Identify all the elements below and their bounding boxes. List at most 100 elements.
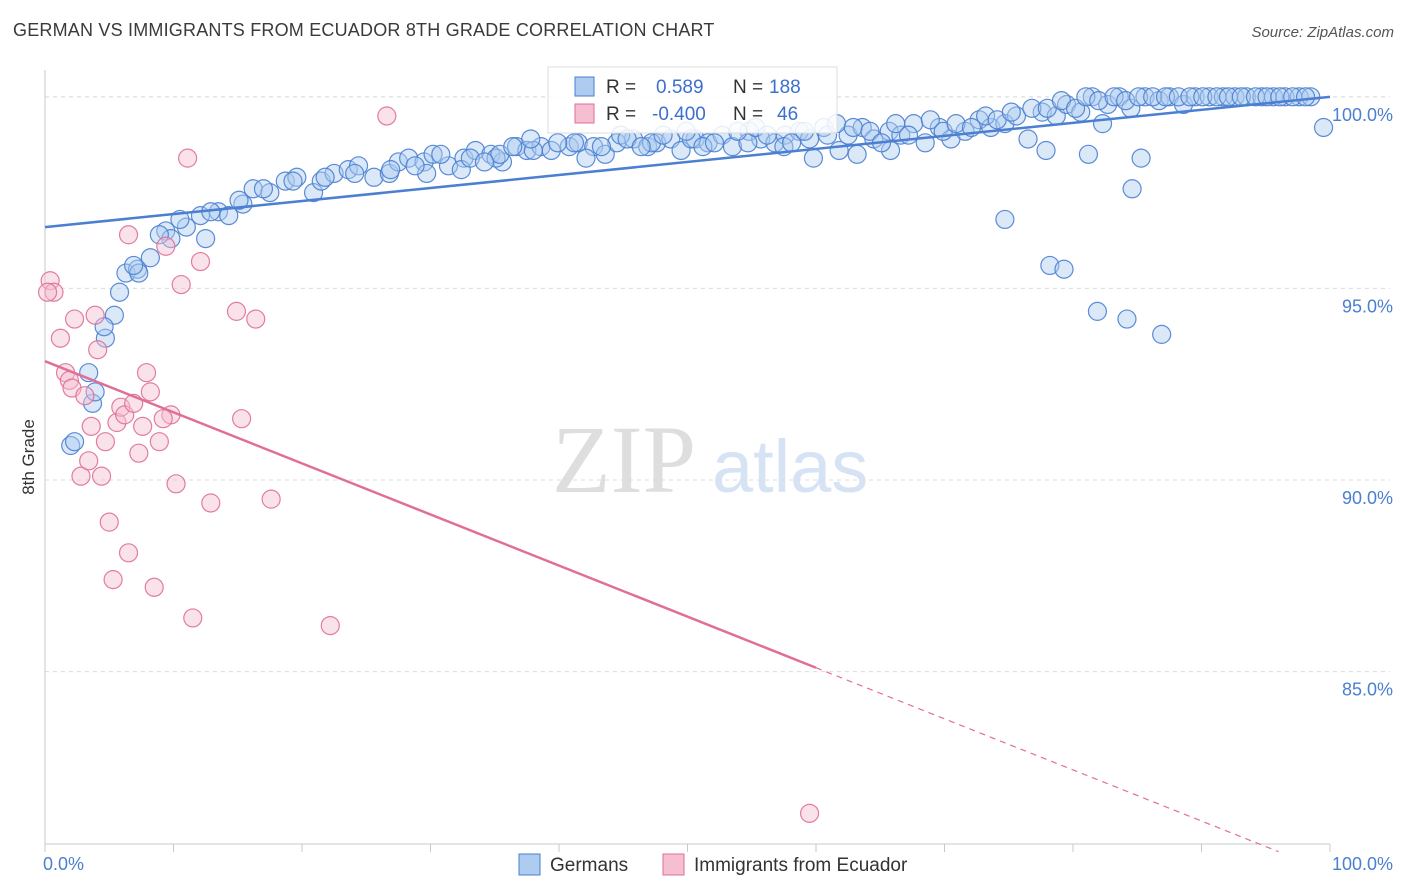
- germans-point-132: [283, 171, 303, 191]
- germans-point-163: [920, 110, 940, 130]
- ecuador-point-33: [183, 608, 203, 628]
- x-ticks: [44, 844, 1331, 852]
- germans-point-112: [1054, 259, 1074, 279]
- germans-point-33: [399, 148, 419, 168]
- germans-point-23: [275, 171, 295, 191]
- germans-point-159: [860, 121, 880, 141]
- germans-point-170: [1022, 98, 1042, 118]
- germans-point-118: [803, 148, 824, 168]
- germans-point-30: [364, 167, 384, 187]
- y-tick-label-2: 95.0%: [1342, 296, 1393, 316]
- germans-point-35: [423, 144, 443, 164]
- germans-point-107: [1131, 148, 1151, 168]
- ecuador-point-12: [88, 340, 108, 360]
- germans-point-178: [1128, 87, 1149, 107]
- ecuador-r-label: R =: [606, 104, 636, 125]
- ecuador-point-42: [799, 803, 820, 823]
- germans-point-110: [995, 209, 1015, 230]
- germans-point-16: [196, 228, 216, 249]
- germans-point-131: [315, 167, 335, 187]
- germans-point-58: [722, 137, 743, 157]
- germans-point-105: [1092, 114, 1113, 134]
- ecuador-swatch: [574, 103, 595, 124]
- ecuador-point-41: [377, 106, 397, 126]
- watermark-atlas: atlas: [712, 425, 868, 508]
- ecuador-point-37: [232, 409, 252, 429]
- germans-point-15: [176, 217, 196, 237]
- germans-point-113: [1087, 301, 1108, 321]
- bottom-legend: Germans Immigrants from Ecuador: [518, 853, 908, 876]
- germans-point-122: [641, 133, 662, 153]
- germans-point-115: [1152, 324, 1172, 344]
- ecuador-point-44: [118, 225, 139, 245]
- ecuador-point-39: [261, 489, 281, 509]
- germans-point-161: [886, 114, 906, 134]
- ecuador-point-13: [91, 466, 112, 486]
- germans-point-194: [474, 152, 495, 172]
- ecuador-point-23: [133, 416, 153, 436]
- germans-point-128: [417, 163, 437, 184]
- germans-point-25: [303, 183, 324, 203]
- germans-point-165: [946, 114, 966, 134]
- germans-point-133: [253, 179, 274, 199]
- ecuador-point-8: [75, 386, 95, 406]
- ecuador-point-36: [226, 301, 247, 321]
- germans-point-111: [1040, 255, 1060, 276]
- germans-point-167: [976, 106, 996, 126]
- germans-point-104: [1313, 117, 1334, 138]
- legend-ecuador-swatch: [662, 853, 685, 876]
- ecuador-point-11: [85, 305, 105, 325]
- germans-r-value: 0.589: [656, 77, 704, 98]
- ecuador-point-25: [140, 382, 160, 402]
- germans-point-47: [584, 137, 604, 157]
- ecuador-point-35: [201, 493, 221, 513]
- y-tick-label-0: 85.0%: [1342, 680, 1393, 700]
- germans-point-134: [229, 190, 249, 210]
- ecuador-r-value: -0.400: [652, 104, 706, 125]
- ecuador-point-7: [71, 466, 91, 486]
- germans-point-117: [847, 144, 867, 164]
- ecuador-point-17: [107, 412, 127, 433]
- ecuador-point-40: [320, 615, 340, 636]
- ecuador-point-31: [171, 274, 191, 295]
- legend-germans-swatch: [518, 853, 541, 876]
- ecuador-point-6: [64, 309, 85, 329]
- stats-legend: R = 0.589 N = 188 R = -0.400 N = 46: [547, 66, 838, 134]
- germans-point-130: [345, 163, 365, 184]
- y-axis-label: 8th Grade: [19, 419, 38, 495]
- watermark-zip: ZIP: [552, 406, 696, 513]
- ecuador-n-value: 46: [777, 104, 798, 125]
- germans-point-114: [1117, 309, 1137, 329]
- germans-point-169: [1001, 102, 1021, 122]
- germans-point-82: [1032, 102, 1052, 122]
- germans-point-8: [109, 282, 130, 302]
- ecuador-point-27: [149, 432, 169, 452]
- germans-n-label: N =: [733, 77, 763, 98]
- germans-point-191: [1295, 87, 1316, 107]
- y-tick-label-1: 90.0%: [1342, 488, 1393, 508]
- germans-point-141: [521, 129, 541, 149]
- germans-point-90: [1135, 87, 1155, 107]
- germans-point-108: [1078, 144, 1099, 164]
- germans-trend-line: [44, 95, 1331, 229]
- germans-point-81: [1018, 129, 1038, 149]
- germans-point-0: [61, 435, 81, 456]
- germans-point-109: [1036, 140, 1056, 161]
- ecuador-point-26: [144, 577, 164, 597]
- germans-point-158: [843, 117, 863, 138]
- ecuador-point-34: [190, 251, 211, 272]
- germans-point-187: [1245, 87, 1266, 107]
- germans-point-95: [1199, 87, 1219, 107]
- germans-swatch: [574, 76, 595, 97]
- ecuador-point-32: [178, 148, 198, 168]
- germans-point-94: [1185, 87, 1205, 107]
- germans-point-192: [431, 144, 451, 164]
- germans-point-142: [548, 133, 568, 153]
- ecuador-point-15: [99, 512, 119, 532]
- ecuador-point-28: [156, 236, 176, 256]
- legend-ecuador-label: Immigrants from Ecuador: [694, 855, 908, 876]
- germans-point-129: [381, 160, 401, 180]
- ecuador-trend-line: [44, 360, 817, 669]
- germans-point-36: [438, 156, 459, 176]
